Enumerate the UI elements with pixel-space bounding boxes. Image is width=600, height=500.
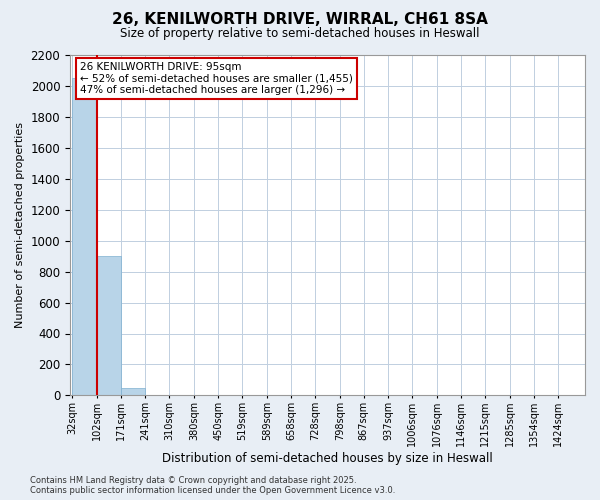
Text: Contains HM Land Registry data © Crown copyright and database right 2025.
Contai: Contains HM Land Registry data © Crown c… bbox=[30, 476, 395, 495]
Bar bbox=[121, 388, 145, 396]
Text: 26, KENILWORTH DRIVE, WIRRAL, CH61 8SA: 26, KENILWORTH DRIVE, WIRRAL, CH61 8SA bbox=[112, 12, 488, 28]
Bar bbox=[73, 78, 97, 396]
Text: Size of property relative to semi-detached houses in Heswall: Size of property relative to semi-detach… bbox=[120, 28, 480, 40]
Y-axis label: Number of semi-detached properties: Number of semi-detached properties bbox=[15, 122, 25, 328]
Text: 26 KENILWORTH DRIVE: 95sqm
← 52% of semi-detached houses are smaller (1,455)
47%: 26 KENILWORTH DRIVE: 95sqm ← 52% of semi… bbox=[80, 62, 353, 95]
X-axis label: Distribution of semi-detached houses by size in Heswall: Distribution of semi-detached houses by … bbox=[162, 452, 493, 465]
Bar bbox=[97, 256, 121, 396]
